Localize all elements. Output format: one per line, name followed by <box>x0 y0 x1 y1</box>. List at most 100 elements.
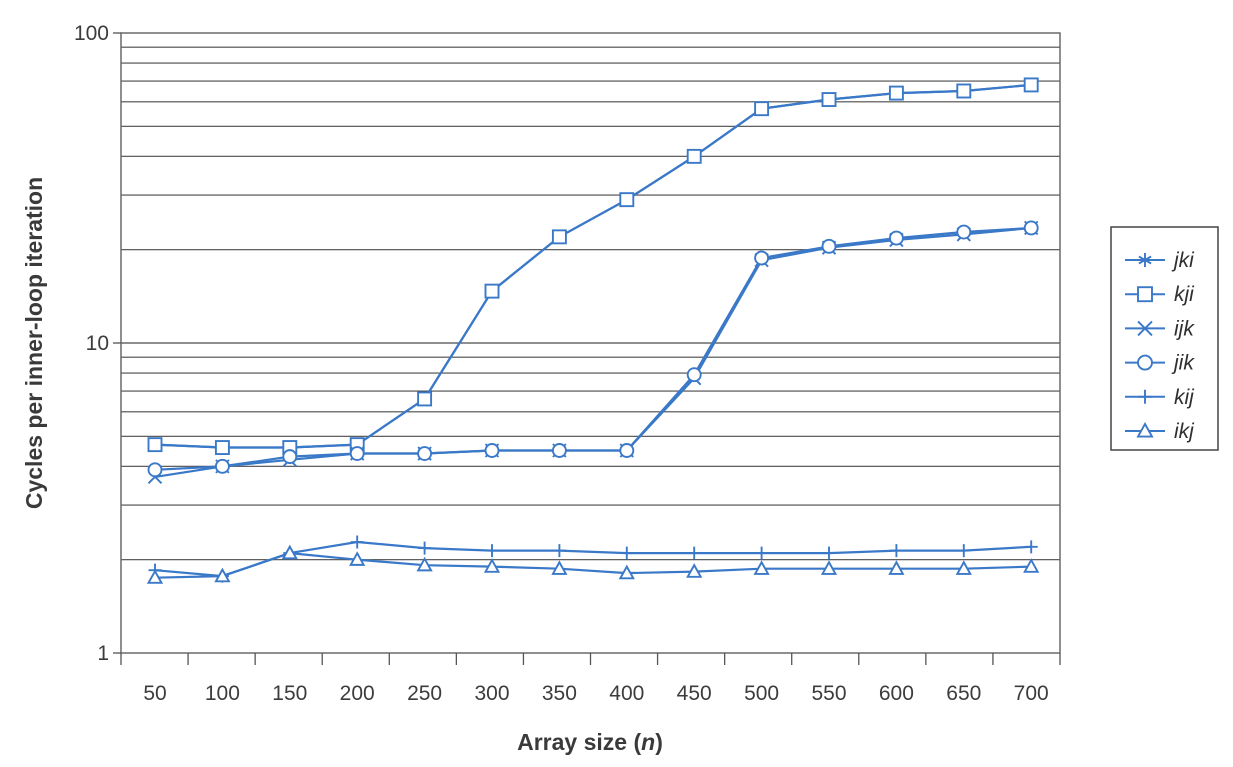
data-point-jik <box>214 458 230 474</box>
legend-box <box>1110 226 1219 451</box>
data-point-ikj <box>281 544 298 560</box>
marker-square <box>214 440 230 455</box>
data-point-kij <box>418 541 432 555</box>
data-point-jik <box>417 446 433 461</box>
series-line-jik <box>154 226 1032 471</box>
legend-entry-jik: jik <box>1125 352 1195 375</box>
data-point-kij <box>620 546 634 560</box>
x-tick-label: 450 <box>677 682 712 705</box>
data-point-kji <box>821 92 837 107</box>
data-point-jik <box>619 443 635 458</box>
marker-triangle <box>618 564 635 580</box>
x-tick-label: 700 <box>1014 682 1049 705</box>
marker-plus <box>1024 540 1038 554</box>
data-point-kij <box>350 535 364 549</box>
marker-square <box>754 101 770 117</box>
data-point-kji <box>551 229 567 245</box>
data-point-kji <box>214 440 230 455</box>
marker-circle <box>147 462 163 478</box>
marker-asterisk <box>1138 253 1152 267</box>
series-line-kji <box>154 83 1032 449</box>
data-point-jik <box>754 250 770 266</box>
legend-entry-ikj: ikj <box>1125 420 1195 443</box>
x-tick-label: 600 <box>879 682 914 705</box>
x-tick-label: 650 <box>946 682 981 705</box>
marker-triangle <box>686 563 703 578</box>
legend-label: kij <box>1174 386 1195 409</box>
data-point-jik <box>956 224 972 240</box>
x-tick-label: 50 <box>143 682 166 705</box>
marker-plus <box>889 544 903 558</box>
marker-circle <box>686 367 702 383</box>
marker-plus <box>755 546 769 560</box>
marker-square <box>417 391 433 407</box>
data-point-jik <box>686 367 702 383</box>
marker-plus <box>418 541 432 555</box>
data-point-kji <box>686 148 702 164</box>
data-point-kij <box>889 544 903 558</box>
legend-entry-ijk: ijk <box>1125 317 1195 340</box>
marker-circle <box>1023 220 1039 236</box>
data-point-ikj <box>820 560 838 575</box>
marker-triangle <box>1136 422 1154 438</box>
marker-plus <box>620 546 634 560</box>
x-tick-label: 350 <box>542 682 577 705</box>
marker-circle <box>214 458 230 474</box>
x-tick-label: 550 <box>811 682 846 705</box>
data-point-jik <box>888 230 904 246</box>
legend-label: kji <box>1174 283 1195 306</box>
marker-triangle <box>483 558 501 573</box>
data-point-jik <box>484 443 500 458</box>
x-tick-label: 500 <box>744 682 779 705</box>
marker-square <box>686 148 702 164</box>
marker-triangle <box>416 556 433 572</box>
marker-circle <box>888 230 904 246</box>
data-point-kij <box>957 544 971 558</box>
marker-triangle <box>820 560 838 575</box>
marker-square <box>956 83 972 99</box>
data-point-kji <box>956 83 972 99</box>
marker-square <box>888 85 904 101</box>
data-point-kij <box>755 546 769 560</box>
legend-label: jik <box>1171 352 1195 375</box>
data-point-kij <box>687 546 701 560</box>
marker-circle <box>619 443 635 458</box>
marker-circle <box>821 238 837 254</box>
marker-circle <box>1137 354 1153 371</box>
marker-square <box>147 437 163 453</box>
legend-entry-kji: kji <box>1125 283 1195 306</box>
data-point-kji <box>147 437 163 453</box>
x-axis-title-text: Array size <box>517 729 627 755</box>
marker-triangle <box>753 560 770 575</box>
x-axis: 50 100 150 200 250 300 350 400 450 500 550 600 650 70… <box>120 653 1061 705</box>
marker-square <box>1137 286 1153 303</box>
series-jik <box>147 220 1039 478</box>
marker-circle <box>956 224 972 240</box>
data-point-kji <box>888 85 904 101</box>
x-tick-label: 200 <box>340 682 375 705</box>
marker-square <box>484 283 500 299</box>
marker-circle <box>282 449 298 465</box>
data-point-jik <box>1023 220 1039 236</box>
marker-triangle <box>146 569 164 584</box>
marker-plus <box>687 546 701 560</box>
marker-plus <box>350 535 364 549</box>
data-point-ikj <box>618 564 635 580</box>
data-point-ikj <box>551 560 568 575</box>
marker-circle <box>754 250 770 266</box>
data-point-jik <box>821 238 837 254</box>
y-axis: 1 10 100 <box>74 22 121 665</box>
data-point-ikj <box>955 560 972 575</box>
data-point-ikj <box>686 563 703 578</box>
data-point-jik <box>147 462 163 478</box>
marker-circle <box>551 443 567 458</box>
data-point-kji <box>417 391 433 407</box>
data-point-ikj <box>146 569 164 584</box>
x-tick-label: 400 <box>609 682 644 705</box>
legend-label: jki <box>1171 249 1195 272</box>
x-tick-label: 150 <box>272 682 307 705</box>
marker-triangle <box>955 560 972 575</box>
marker-circle <box>484 443 500 458</box>
data-point-kij <box>1024 540 1038 554</box>
